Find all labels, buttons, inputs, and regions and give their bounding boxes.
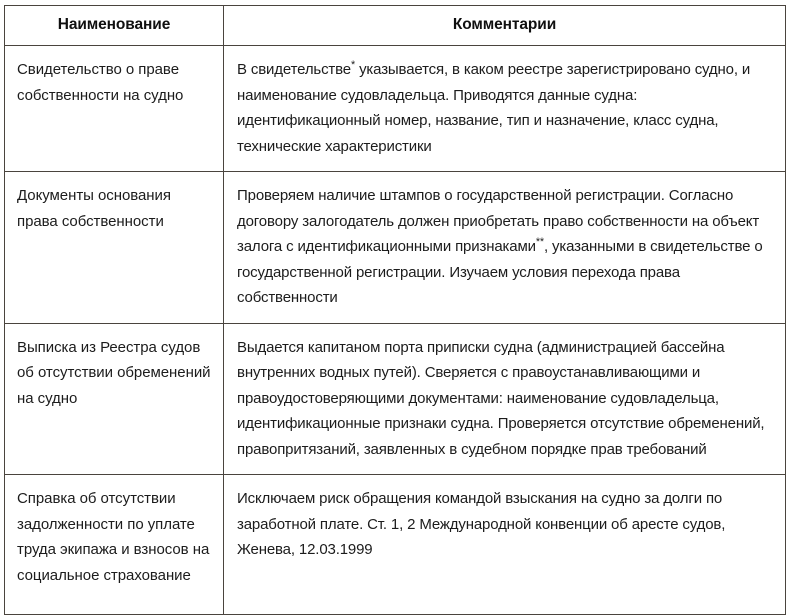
document-name-text: Выписка из Реестра судов об отсутствии о… [17,338,211,407]
table-header-row: Наименование Комментарии [4,5,786,46]
document-comment-text: В свидетельстве* указывается, в каком ре… [237,57,773,159]
cell-document-comment: Проверяем наличие штампов о государствен… [223,171,786,324]
document-comment-text: Выдается капитаном порта приписки судна … [237,335,773,463]
cell-document-name: Справка об отсутствии задолженности по у… [4,474,224,615]
table-header: Наименование Комментарии [4,5,786,46]
cell-document-comment: Выдается капитаном порта приписки судна … [223,322,786,475]
document-name-text: Документы основания права собственности [17,187,171,230]
comment-text-tail: указывается, в каком реестре зарегистрир… [237,61,751,155]
documents-table: Наименование Комментарии Свидетельство о… [4,5,786,615]
footnote-marker: ** [535,236,544,248]
footnote-marker: * [351,59,356,71]
document-comment-text: Исключаем риск обращения командой взыска… [237,486,773,563]
comment-text-lead: В свидетельстве [237,61,351,78]
table-row: Свидетельство о праве собственности на с… [4,45,786,172]
comment-text-lead: Исключаем риск обращения командой взыска… [237,490,726,558]
table-body: Свидетельство о праве собственности на с… [4,45,786,615]
document-name-text: Справка об отсутствии задолженности по у… [17,490,210,584]
table-row: Справка об отсутствии задолженности по у… [4,474,786,615]
document-comment-text: Проверяем наличие штампов о государствен… [237,183,773,311]
comment-text-tail: , указанными в свидетельстве о государст… [237,238,763,306]
cell-document-name: Выписка из Реестра судов об отсутствии о… [4,322,224,475]
column-header-comment: Комментарии [223,5,786,46]
comment-text-lead: Проверяем наличие штампов о государствен… [237,187,760,255]
cell-document-comment: В свидетельстве* указывается, в каком ре… [223,45,786,172]
cell-document-name: Документы основания права собственности [4,171,224,324]
table-row: Выписка из Реестра судов об отсутствии о… [4,322,786,475]
document-page: Наименование Комментарии Свидетельство о… [4,5,786,615]
comment-text-lead: Выдается капитаном порта приписки судна … [237,338,765,458]
table-row: Документы основания права собственности … [4,171,786,324]
document-name-text: Свидетельство о праве собственности на с… [17,61,184,104]
cell-document-comment: Исключаем риск обращения командой взыска… [223,474,786,615]
cell-document-name: Свидетельство о праве собственности на с… [4,45,224,172]
column-header-name: Наименование [4,5,224,46]
